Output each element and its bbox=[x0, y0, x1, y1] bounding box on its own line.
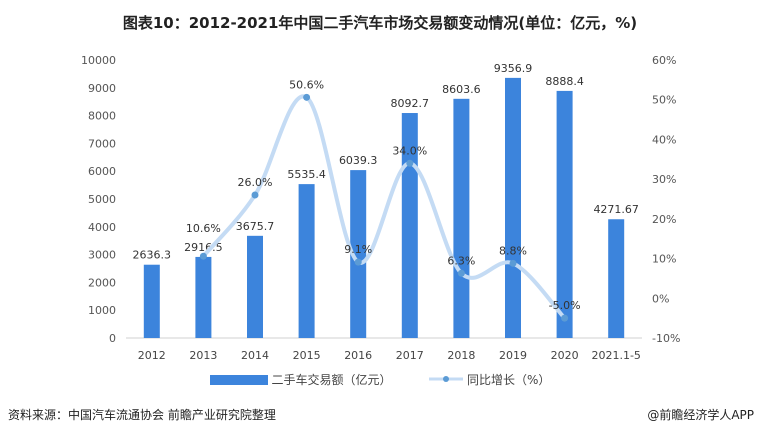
x-axis-tick: 2017 bbox=[396, 349, 424, 362]
growth-label: -5.0% bbox=[549, 299, 581, 312]
right-axis-tick: -10% bbox=[652, 332, 680, 345]
growth-point bbox=[509, 259, 517, 267]
credit: @前瞻经济学人APP bbox=[647, 408, 754, 422]
bar-label: 9356.9 bbox=[494, 62, 533, 75]
growth-label: 10.6% bbox=[186, 222, 221, 235]
x-axis-tick: 2019 bbox=[499, 349, 527, 362]
bar-label: 8092.7 bbox=[391, 97, 430, 110]
left-axis-tick: 7000 bbox=[88, 137, 116, 150]
chart-title: 图表10：2012-2021年中国二手汽车市场交易额变动情况(单位：亿元，%) bbox=[122, 14, 638, 32]
legend-bar-swatch bbox=[209, 374, 268, 385]
growth-point bbox=[457, 269, 465, 277]
left-axis-tick: 9000 bbox=[88, 82, 116, 95]
bar-label: 4271.67 bbox=[593, 203, 639, 216]
growth-point bbox=[251, 191, 259, 199]
x-axis-tick: 2015 bbox=[293, 349, 321, 362]
bar bbox=[401, 113, 418, 338]
bar bbox=[453, 98, 470, 339]
growth-point bbox=[199, 252, 207, 260]
legend-line-swatch bbox=[429, 373, 464, 387]
bar bbox=[350, 170, 367, 338]
bar bbox=[195, 256, 212, 338]
legend-line-label: 同比增长（%） bbox=[466, 373, 551, 387]
left-axis-tick: 10000 bbox=[81, 54, 116, 67]
left-axis-tick: 8000 bbox=[88, 110, 116, 123]
bar bbox=[143, 264, 160, 338]
left-axis-tick: 5000 bbox=[88, 193, 116, 206]
growth-line bbox=[201, 94, 567, 320]
bar-label: 8888.4 bbox=[545, 75, 584, 88]
x-axis-tick: 2016 bbox=[344, 349, 372, 362]
left-axis-tick: 3000 bbox=[88, 249, 116, 262]
bar bbox=[298, 184, 315, 338]
growth-label: 8.8% bbox=[499, 244, 527, 257]
x-axis-tick: 2018 bbox=[447, 349, 475, 362]
bar-label: 8603.6 bbox=[442, 83, 481, 96]
growth-point bbox=[406, 159, 414, 167]
right-axis-tick: 60% bbox=[652, 54, 676, 67]
x-axis-tick: 2014 bbox=[241, 349, 269, 362]
legend: 二手车交易额（亿元） 同比增长（%） bbox=[0, 371, 760, 388]
left-axis-tick: 1000 bbox=[88, 304, 116, 317]
right-axis-tick: 30% bbox=[652, 173, 676, 186]
bar-label: 2636.3 bbox=[133, 249, 172, 262]
x-axis-tick: 2021.1-5 bbox=[591, 349, 640, 362]
x-axis-tick: 2020 bbox=[551, 349, 579, 362]
right-axis-tick: 0% bbox=[652, 292, 669, 305]
x-axis-tick: 2012 bbox=[138, 349, 166, 362]
legend-bar-label: 二手车交易额（亿元） bbox=[271, 373, 392, 387]
growth-label: 9.1% bbox=[344, 243, 372, 256]
growth-point bbox=[354, 258, 362, 266]
left-axis-tick: 4000 bbox=[88, 221, 116, 234]
right-axis-tick: 40% bbox=[652, 133, 676, 146]
growth-label: 50.6% bbox=[289, 78, 324, 91]
growth-label: 34.0% bbox=[392, 144, 427, 157]
left-axis-tick: 6000 bbox=[88, 165, 116, 178]
left-axis-tick: 2000 bbox=[88, 276, 116, 289]
bar-label: 3675.7 bbox=[236, 220, 275, 233]
source-note: 资料来源：中国汽车流通协会 前瞻产业研究院整理 bbox=[8, 408, 276, 422]
growth-label: 26.0% bbox=[238, 176, 273, 189]
bar-label: 6039.3 bbox=[339, 154, 378, 167]
right-axis-tick: 50% bbox=[652, 94, 676, 107]
growth-label: 6.3% bbox=[447, 254, 475, 267]
left-axis-tick: 0 bbox=[109, 332, 116, 345]
growth-point bbox=[303, 93, 311, 101]
bar-label: 5535.4 bbox=[287, 168, 326, 181]
bar bbox=[556, 90, 573, 338]
right-axis-tick: 10% bbox=[652, 253, 676, 266]
bar bbox=[608, 219, 625, 338]
bar bbox=[505, 77, 521, 339]
x-axis-tick: 2013 bbox=[189, 349, 217, 362]
right-axis-tick: 20% bbox=[652, 213, 676, 226]
growth-point bbox=[561, 314, 569, 322]
bar bbox=[247, 235, 263, 338]
